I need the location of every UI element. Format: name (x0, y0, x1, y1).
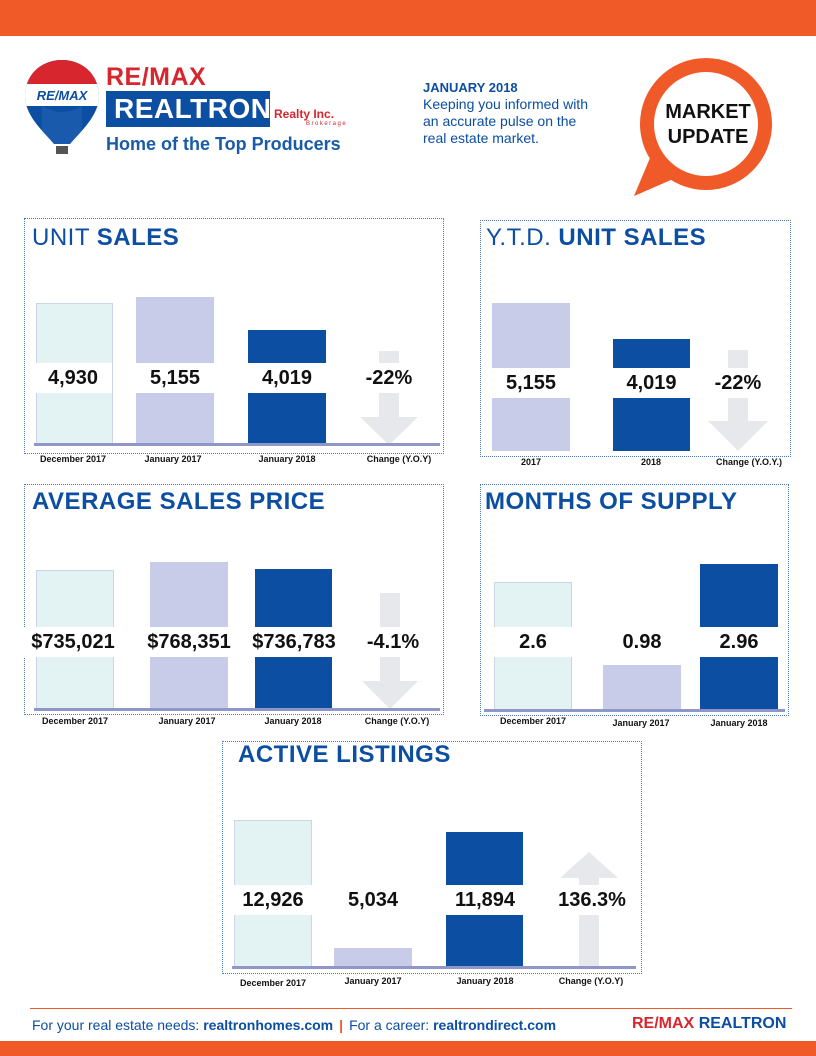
unit-sales-value: 4,019 (248, 363, 326, 393)
footer-separator: | (339, 1017, 344, 1033)
market-update-badge: MARKET UPDATE (634, 58, 772, 196)
unit-sales-label: December 2017 (39, 454, 107, 464)
ytd-value: 4,019 (613, 368, 690, 398)
brand-remax: RE/MAX (106, 63, 207, 91)
brand-tagline: Home of the Top Producers (106, 134, 341, 154)
asp-label: December 2017 (41, 716, 109, 726)
mos-value: 2.6 (494, 627, 572, 657)
al-label: Change (Y.O.Y) (558, 976, 624, 986)
ytd-change: -22% (706, 368, 770, 398)
unit-sales-down-arrow-icon (360, 351, 418, 445)
al-label: January 2017 (344, 976, 402, 986)
months-of-supply-title: MONTHS OF SUPPLY (485, 488, 738, 515)
al-value: 12,926 (234, 885, 312, 915)
active-listings-title: ACTIVE LISTINGS (238, 741, 451, 768)
mos-bar-jan2017 (603, 665, 681, 710)
brand-realtron-box (106, 91, 270, 127)
mos-value: 2.96 (700, 627, 778, 657)
al-label: December 2017 (239, 978, 307, 988)
unit-sales-label: January 2017 (144, 454, 202, 464)
asp-label: January 2018 (264, 716, 322, 726)
ytd-unit-sales-panel (480, 220, 791, 457)
al-change: 136.3% (550, 885, 634, 915)
al-label: January 2018 (456, 976, 514, 986)
unit-sales-value: 4,930 (34, 363, 112, 393)
al-bar-jan2017 (334, 948, 412, 968)
brand-brokerage: Brokerage (306, 121, 348, 127)
hot-air-balloon-logo: RE/MAX (25, 60, 99, 154)
mos-value: 0.98 (603, 627, 681, 657)
unit-sales-value: 5,155 (136, 363, 214, 393)
balloon-text: RE/MAX (37, 88, 89, 103)
asp-baseline (34, 708, 440, 711)
ytd-value: 5,155 (492, 368, 570, 398)
mos-label: January 2017 (612, 718, 670, 728)
brand-realtron: REALTRON (114, 93, 272, 124)
ytd-unit-sales-title: Y.T.D. UNIT SALES (486, 224, 707, 251)
asp-label: January 2017 (158, 716, 216, 726)
asp-label: Change (Y.O.Y) (364, 716, 430, 726)
average-sales-price-title: AVERAGE SALES PRICE (32, 488, 326, 515)
unit-sales-title: UNIT SALES (32, 224, 180, 251)
mos-label: December 2017 (499, 716, 567, 726)
average-sales-price-panel (24, 484, 444, 715)
ytd-down-arrow-icon (708, 350, 768, 451)
unit-sales-baseline (34, 443, 440, 446)
footer-prefix-2: For a career: (349, 1017, 434, 1033)
badge-line1: MARKET (665, 101, 751, 123)
asp-value: $735,021 (23, 627, 123, 657)
active-listings-panel (222, 741, 642, 974)
unit-sales-change: -22% (356, 363, 422, 393)
badge-line2: UPDATE (668, 126, 749, 148)
footer-logo-remax: RE/MAX (632, 1015, 695, 1032)
header-intro: Keeping you informed with an accurate pu… (423, 96, 588, 146)
unit-sales-panel (24, 218, 444, 454)
footer-divider (30, 1008, 792, 1009)
asp-value: $736,783 (244, 627, 344, 657)
footer-logo: RE/MAX REALTRON (632, 1015, 786, 1033)
mos-baseline (484, 709, 785, 712)
asp-change: -4.1% (360, 627, 426, 657)
footer-logo-realtron: REALTRON (698, 1015, 787, 1032)
bottom-orange-bar (0, 1041, 816, 1056)
unit-sales-label: Change (Y.O.Y) (366, 454, 432, 464)
ytd-label: Change (Y.O.Y.) (715, 457, 782, 467)
ytd-label: 2018 (640, 457, 662, 467)
al-value: 5,034 (334, 885, 412, 915)
footer-prefix-1: For your real estate needs: (32, 1017, 204, 1033)
footer-link-realtronhomes[interactable]: realtronhomes.com (203, 1017, 334, 1033)
ytd-label: 2017 (520, 457, 542, 467)
al-baseline (232, 966, 636, 969)
unit-sales-label: January 2018 (258, 454, 316, 464)
brand-realty: Realty Inc. (274, 107, 335, 121)
top-orange-bar (0, 0, 816, 36)
months-of-supply-panel (480, 484, 789, 716)
footer-text: For your real estate needs: realtronhome… (32, 1017, 556, 1033)
asp-value: $768,351 (140, 627, 238, 657)
mos-label: January 2018 (710, 718, 768, 728)
report-month: JANUARY 2018 (423, 80, 518, 95)
footer-link-realtrondirect[interactable]: realtrondirect.com (433, 1017, 557, 1033)
al-value: 11,894 (446, 885, 524, 915)
